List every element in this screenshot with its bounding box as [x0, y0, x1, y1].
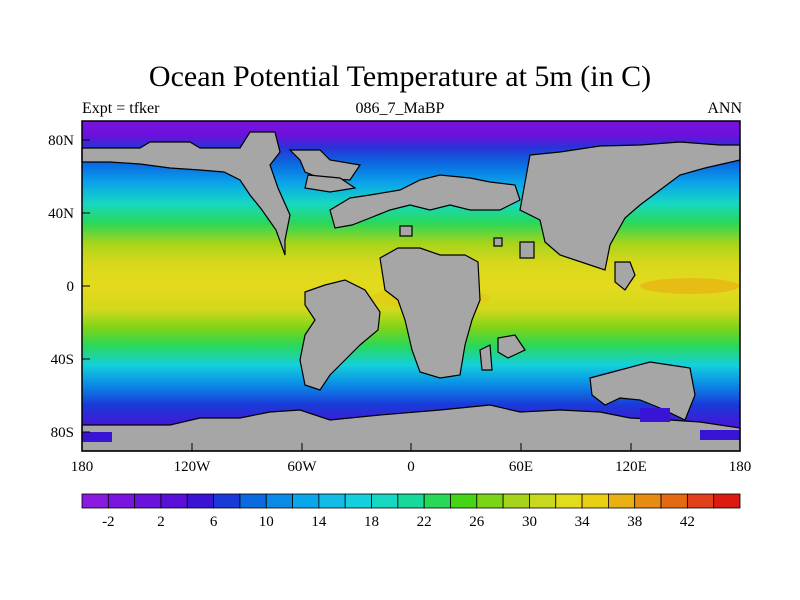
cold-patch-2: [700, 430, 740, 440]
colorbar-box: [81, 493, 109, 509]
colorbar-box: [292, 493, 320, 509]
colorbar-box: [397, 493, 425, 509]
colorbar-label: 18: [364, 514, 379, 530]
colorbar-label: 10: [259, 514, 274, 530]
colorbar-label: -2: [102, 514, 115, 530]
land-africa: [379, 247, 481, 379]
colorbar-box: [686, 493, 715, 509]
colorbar-box: [344, 493, 372, 509]
lon-tick-label: 120E: [615, 459, 647, 475]
colorbar: -2 2 6 10 14 18 22 26 30 34 38 42: [81, 493, 741, 530]
cold-patch-3: [82, 432, 112, 442]
colorbar-label: 30: [522, 514, 537, 530]
lat-axis: 80N 40N 0 40S 80S: [48, 133, 90, 441]
map-title: Ocean Potential Temperature at 5m (in C): [148, 60, 652, 93]
land-arctic-islands: [304, 174, 357, 193]
lon-tick-label: 60E: [509, 459, 533, 475]
land-madagascar: [479, 344, 493, 371]
colorbar-box: [476, 493, 504, 509]
colorbar-box: [660, 493, 688, 509]
colorbar-box: [239, 493, 267, 509]
colorbar-label: 26: [469, 514, 485, 530]
colorbar-label: 38: [627, 514, 642, 530]
land-island-2: [493, 237, 503, 247]
period-label: 086_7_MaBP: [355, 100, 445, 117]
land-greenland: [288, 149, 362, 181]
land-eurasia: [519, 141, 741, 271]
colorbar-box: [713, 493, 741, 509]
land-south-america: [299, 279, 381, 391]
land-australia: [589, 361, 696, 421]
land-island-1: [399, 225, 413, 237]
land-southeast-asia: [614, 261, 636, 291]
colorbar-box: [608, 493, 636, 509]
colorbar-box: [581, 493, 609, 509]
colorbar-label: 2: [157, 514, 165, 530]
lat-tick-label: 80N: [48, 133, 74, 149]
colorbar-box: [634, 493, 662, 509]
land-island-3: [519, 241, 535, 259]
colorbar-box: [529, 493, 557, 509]
land: [81, 131, 741, 452]
colorbar-box: [213, 493, 241, 509]
colorbar-box: [186, 493, 214, 509]
land-island-4: [497, 334, 526, 359]
colorbar-box: [107, 493, 136, 509]
lon-tick-label: 0: [407, 459, 415, 475]
lat-tick-label: 40S: [51, 352, 74, 368]
colorbar-box: [555, 493, 583, 509]
land-europe: [329, 174, 521, 229]
lon-tick-label: 180: [729, 459, 752, 475]
colorbar-label: 42: [680, 514, 695, 530]
colorbar-box: [160, 493, 188, 509]
lat-tick-label: 0: [67, 279, 75, 295]
colorbar-label: 6: [210, 514, 218, 530]
experiment-label: Expt = tfker: [82, 100, 160, 117]
lon-axis: 180 120W 60W 0 60E 120E 180: [71, 443, 752, 475]
lon-tick-label: 60W: [287, 459, 317, 475]
lat-tick-label: 40N: [48, 206, 74, 222]
colorbar-box: [371, 493, 399, 509]
colorbar-label: 22: [417, 514, 432, 530]
colorbar-box: [265, 493, 293, 509]
colorbar-box: [502, 493, 530, 509]
colorbar-box: [134, 493, 162, 509]
cold-patch-1: [640, 408, 670, 422]
colorbar-box: [423, 493, 451, 509]
colorbar-label: 14: [311, 514, 327, 530]
colorbar-box: [450, 493, 478, 509]
colorbar-box: [318, 493, 346, 509]
warm-pool: [640, 278, 740, 294]
land-north-america: [81, 131, 291, 256]
lon-tick-label: 180: [71, 459, 94, 475]
lon-tick-label: 120W: [174, 459, 212, 475]
land-antarctica: [81, 404, 741, 452]
lat-tick-label: 80S: [51, 425, 74, 441]
colorbar-label: 34: [575, 514, 591, 530]
season-label: ANN: [707, 100, 742, 117]
